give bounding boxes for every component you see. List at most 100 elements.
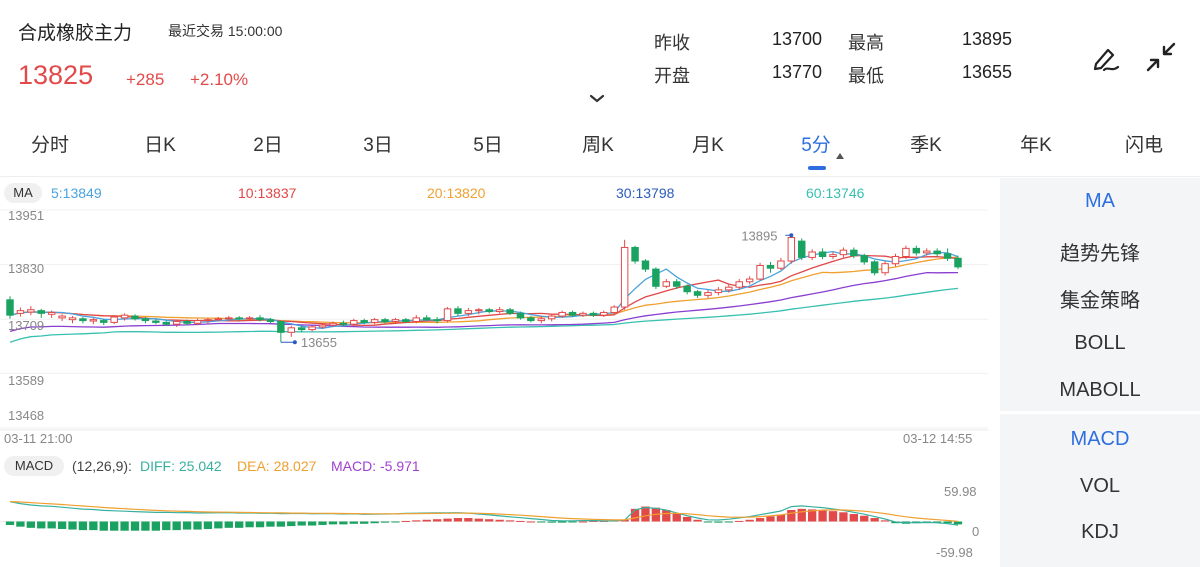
candle-body (47, 311, 56, 315)
tab-1[interactable]: 日K (144, 135, 176, 156)
candle-body (589, 312, 598, 316)
side-item-fund-strategy[interactable]: 集金策略 (1060, 290, 1140, 312)
last-price: 13825 (18, 60, 94, 90)
side-item-vol[interactable]: VOL (1079, 475, 1121, 497)
candle-body (454, 308, 462, 314)
candle-body (756, 265, 764, 280)
candle-body (183, 320, 191, 324)
candle-body (527, 317, 535, 322)
candle-body (16, 310, 25, 314)
collapse-icon[interactable] (1144, 40, 1178, 74)
candle-body (256, 317, 264, 321)
macd-histogram-bar (766, 516, 775, 522)
candle-body (798, 240, 806, 258)
macd-histogram-bar (412, 520, 421, 522)
low-label: 最低 (848, 66, 884, 86)
tab-dropdown-caret-icon[interactable] (836, 153, 844, 159)
candle-body (766, 265, 775, 269)
macd-histogram-bar (224, 521, 233, 528)
macd-histogram-bar (557, 521, 567, 523)
candle-body (193, 320, 202, 324)
open-label: 开盘 (654, 66, 690, 86)
candle-body (860, 255, 868, 263)
macd-histogram-bar (682, 516, 692, 522)
tab-2[interactable]: 2日 (253, 135, 283, 156)
ma30-value: 30:13798 (616, 185, 675, 201)
candle-body (547, 315, 556, 320)
candle-body (79, 318, 87, 322)
macd-histogram-bar (276, 521, 286, 527)
kline-chart[interactable]: 13951 13830 13709 13589 13468 13895 13655 03-11… (0, 0, 1000, 567)
open-value: 13770 (772, 62, 823, 82)
macd-histogram-bar (16, 521, 25, 527)
side-item-boll[interactable]: BOLL (1074, 332, 1126, 354)
candle-body (704, 292, 712, 296)
candle-body (902, 247, 910, 257)
macd-histogram-bar (516, 520, 525, 522)
high-value: 13895 (962, 29, 1013, 49)
tab-4[interactable]: 5日 (473, 135, 503, 156)
candle-body (402, 319, 410, 322)
macd-histogram-bar (943, 521, 952, 524)
ma20-line (9, 256, 959, 324)
macd-histogram-bar (339, 521, 348, 525)
candle-body (422, 317, 431, 321)
tab-3[interactable]: 3日 (363, 135, 393, 156)
macd-histogram-bar (453, 518, 463, 522)
tab-7[interactable]: 5分 (801, 135, 831, 156)
candle-body (412, 317, 421, 322)
collapse-icon-svg (1146, 42, 1176, 72)
tab-10[interactable]: 闪电 (1124, 135, 1164, 156)
candle-body (923, 250, 931, 254)
side-item-maboll[interactable]: MABOLL (1059, 379, 1141, 401)
tab-5[interactable]: 周K (582, 135, 614, 156)
macd-histogram-bar (755, 518, 765, 522)
candle-body (829, 254, 837, 257)
recent-trade-label: 最近交易 (168, 23, 224, 39)
tab-6[interactable]: 月K (692, 135, 724, 156)
macd-histogram-bar (266, 521, 275, 527)
candle-body (516, 312, 525, 319)
tab-0[interactable]: 分时 (30, 135, 70, 156)
candle-body (162, 321, 170, 325)
candle-body (318, 324, 327, 328)
macd-histogram-bar (318, 521, 327, 525)
macd-histogram-bar (172, 521, 181, 531)
macd-indicator-tag[interactable]: MACD (4, 456, 64, 476)
macd-tick-zero: 0 (972, 524, 979, 539)
side-item-ma[interactable]: MA (1085, 190, 1115, 212)
active-tab-underline (808, 166, 826, 170)
tab-9[interactable]: 年K (1020, 135, 1052, 156)
macd-histogram-bar (68, 521, 77, 530)
candle-body (600, 311, 608, 316)
candle-body (735, 281, 743, 288)
side-item-kdj[interactable]: KDJ (1081, 521, 1119, 543)
macd-histogram-bar (110, 521, 119, 531)
macd-histogram-bar (391, 521, 400, 523)
macd-histogram-bar (537, 521, 546, 523)
candle-body (141, 318, 150, 322)
candle-body (745, 278, 754, 283)
tab-8[interactable]: 季K (910, 135, 942, 156)
macd-histogram-bar (193, 521, 202, 530)
candle-body (558, 311, 566, 317)
macd-histogram-bar (578, 521, 588, 523)
candle-body (297, 327, 306, 331)
side-item-trend-pioneer[interactable]: 趋势先锋 (1060, 243, 1140, 265)
draw-icon[interactable] (1088, 40, 1122, 74)
macd-histogram-bar (703, 521, 713, 523)
macd-tick-bottom: -59.98 (936, 545, 973, 560)
candle-body (27, 309, 35, 313)
candle-body (725, 286, 733, 291)
macd-histogram-bar (526, 521, 536, 523)
high-marker-dot (789, 233, 794, 238)
start-time-label: 03-11 21:00 (4, 431, 72, 446)
candle-body (360, 320, 368, 323)
side-item-macd[interactable]: MACD (1070, 428, 1130, 450)
macd-histogram-bar (203, 521, 213, 529)
end-time-label: 03-12 14:55 (903, 431, 972, 446)
chevron-down-icon[interactable] (586, 92, 608, 106)
macd-histogram-bar (870, 518, 879, 522)
candle-body (652, 268, 660, 287)
ma-indicator-tag[interactable]: MA (4, 183, 42, 203)
